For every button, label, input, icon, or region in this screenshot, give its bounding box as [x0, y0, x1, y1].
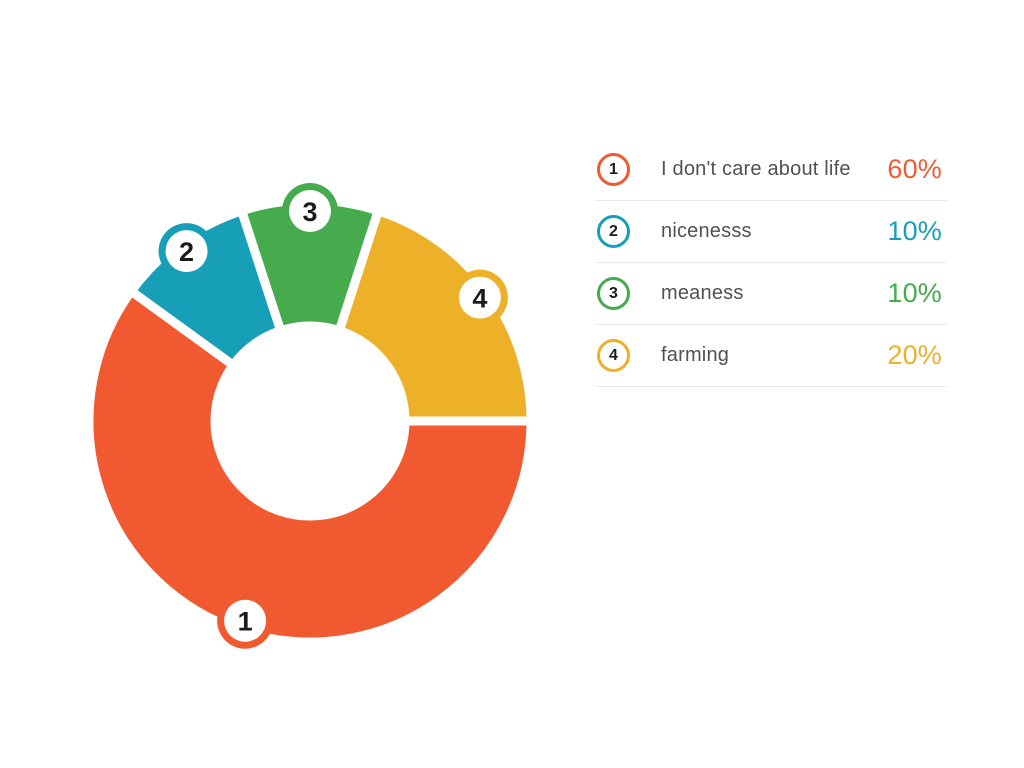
legend-label: I don't care about life	[661, 158, 851, 180]
chart-legend: 1 I don't care about life 60% 2 niceness…	[595, 139, 947, 387]
donut-slice-4	[334, 206, 536, 426]
legend-marker-circle-1: 1	[597, 153, 630, 186]
donut-slice-1	[84, 286, 536, 647]
legend-row-1: 1 I don't care about life 60%	[595, 139, 947, 201]
legend-percent: 60%	[887, 154, 942, 184]
slice-badge-number-2: 2	[179, 237, 194, 267]
legend-marker-circle-4: 4	[597, 339, 630, 372]
legend-label: nicenesss	[661, 220, 752, 242]
slice-badge-disc-2	[165, 230, 208, 273]
slice-badge-number-4: 4	[472, 284, 487, 314]
legend-percent: 20%	[887, 340, 942, 370]
donut-slices	[84, 195, 536, 647]
slice-badge-number-3: 3	[302, 197, 317, 227]
legend-marker-circle-2: 2	[597, 215, 630, 248]
legend-marker-number: 1	[609, 160, 618, 178]
legend-label: farming	[661, 344, 730, 366]
legend-label: meaness	[661, 282, 744, 304]
slice-badge-number-1: 1	[238, 607, 253, 637]
slice-badge-disc-1	[224, 599, 267, 642]
slice-badge-disc-3	[289, 190, 331, 232]
legend-row-3: 3 meaness 10%	[595, 263, 947, 325]
legend-marker-number: 2	[609, 222, 618, 240]
slice-badge-disc-4	[458, 276, 501, 319]
legend-row-4: 4 farming 20%	[595, 325, 947, 387]
legend-marker-number: 4	[609, 346, 618, 364]
legend-marker-circle-3: 3	[597, 277, 630, 310]
legend-row-2: 2 nicenesss 10%	[595, 201, 947, 263]
legend-percent: 10%	[887, 216, 942, 246]
legend-percent: 10%	[887, 278, 942, 308]
donut-slice-badges: 1 2 3 4	[158, 183, 508, 649]
legend-marker-number: 3	[609, 284, 618, 302]
